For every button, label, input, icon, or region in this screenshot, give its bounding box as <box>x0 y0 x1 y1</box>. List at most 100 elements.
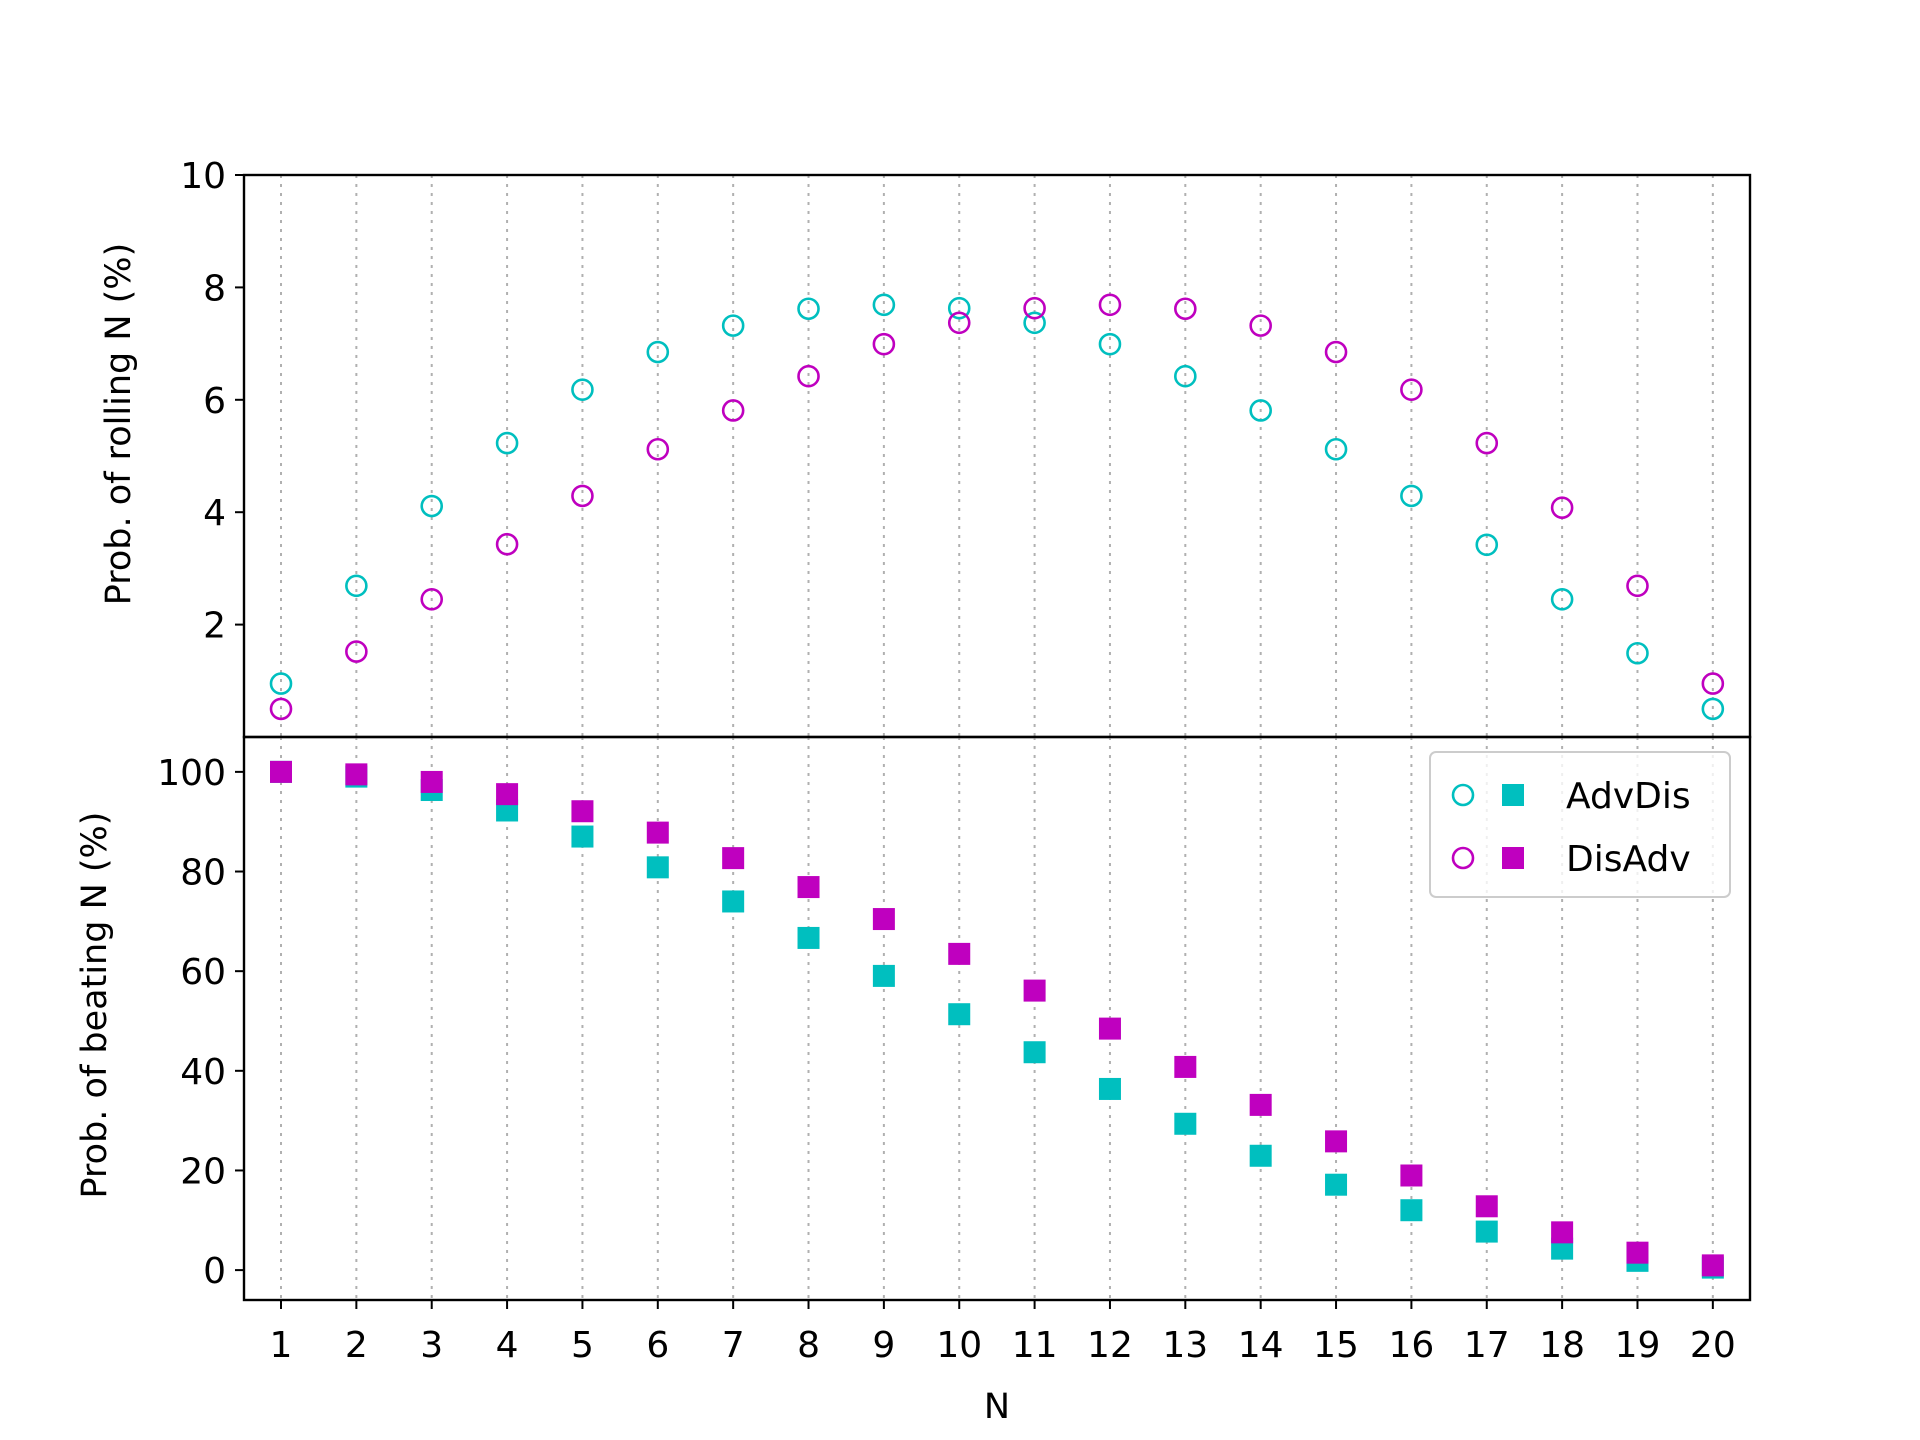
bottom-point-disadv-9 <box>872 908 895 931</box>
bottom-point-advdis-13 <box>1174 1112 1197 1135</box>
bottom-point-disadv-17 <box>1475 1195 1498 1218</box>
top-point-disadv-20 <box>1701 672 1725 695</box>
top-point-disadv-11 <box>1023 296 1046 320</box>
x-tick-label-8: 8 <box>797 1325 820 1366</box>
top-point-disadv-16 <box>1400 378 1423 401</box>
bottom-y-tick-label-20: 20 <box>180 1151 226 1192</box>
top-point-disadv-6 <box>646 437 670 461</box>
x-tick-label-5: 5 <box>571 1325 594 1366</box>
top-point-disadv-18 <box>1550 496 1574 520</box>
top-point-advdis-7 <box>721 314 745 337</box>
top-point-disadv-19 <box>1626 574 1649 598</box>
top-series-disadv <box>269 293 1725 721</box>
top-point-advdis-13 <box>1174 364 1197 388</box>
top-panel-y-axis: 2 4 6 8 10 <box>180 156 244 647</box>
top-point-advdis-17 <box>1475 533 1499 557</box>
x-tick-label-13: 13 <box>1162 1325 1208 1366</box>
bottom-point-disadv-10 <box>948 942 971 965</box>
legend-entry-disadv: DisAdv <box>1451 839 1691 880</box>
bottom-y-tick-label-40: 40 <box>180 1052 226 1093</box>
top-point-advdis-16 <box>1400 484 1423 508</box>
x-tick-label-10: 10 <box>936 1325 982 1366</box>
top-point-advdis-12 <box>1098 332 1122 356</box>
top-y-tick-label-6: 6 <box>203 381 226 422</box>
bottom-point-disadv-11 <box>1023 979 1046 1002</box>
top-point-disadv-10 <box>947 311 971 335</box>
bottom-point-advdis-12 <box>1098 1077 1121 1100</box>
x-axis-label: N <box>984 1387 1010 1427</box>
top-point-disadv-8 <box>797 364 820 388</box>
bottom-y-tick-label-80: 80 <box>180 853 226 894</box>
bottom-point-advdis-17 <box>1475 1220 1498 1243</box>
x-tick-label-15: 15 <box>1313 1325 1359 1366</box>
top-panel-y-axis-label: Prob. of rolling N (%) <box>99 243 139 605</box>
bottom-point-advdis-7 <box>722 890 745 913</box>
legend-advdis-circle-marker <box>1451 783 1475 807</box>
bottom-point-disadv-20 <box>1701 1254 1724 1277</box>
bottom-y-tick-label-100: 100 <box>157 753 226 794</box>
bottom-y-tick-label-0: 0 <box>203 1251 226 1292</box>
top-panel-gridlines <box>280 175 1714 737</box>
top-point-advdis-1 <box>269 672 293 695</box>
top-series-advdis <box>269 293 1725 721</box>
bottom-point-advdis-9 <box>872 964 895 987</box>
bottom-point-advdis-11 <box>1023 1041 1046 1064</box>
top-point-disadv-2 <box>345 640 368 663</box>
top-panel-markers <box>269 293 1725 721</box>
x-tick-label-14: 14 <box>1238 1325 1284 1366</box>
bottom-point-disadv-16 <box>1400 1164 1423 1187</box>
bottom-point-disadv-7 <box>722 847 745 870</box>
x-tick-label-3: 3 <box>420 1325 443 1366</box>
top-point-advdis-9 <box>872 293 896 317</box>
bottom-series-disadv <box>270 760 1724 1277</box>
bottom-point-advdis-10 <box>948 1003 971 1026</box>
top-point-advdis-3 <box>420 494 444 518</box>
top-point-advdis-18 <box>1550 588 1574 611</box>
bottom-point-advdis-16 <box>1400 1199 1423 1222</box>
top-point-disadv-7 <box>721 399 745 422</box>
top-point-advdis-11 <box>1023 311 1046 335</box>
top-point-disadv-12 <box>1098 293 1122 317</box>
bottom-point-disadv-13 <box>1174 1055 1197 1078</box>
top-point-disadv-9 <box>872 332 896 356</box>
bottom-y-tick-label-60: 60 <box>180 952 226 993</box>
bottom-point-disadv-3 <box>420 770 443 793</box>
x-tick-label-1: 1 <box>270 1325 293 1366</box>
x-tick-label-20: 20 <box>1690 1325 1736 1366</box>
x-axis-ticks: 1 2 3 4 5 6 7 8 9 10 11 12 13 14 15 16 17 18 19 20 <box>270 1300 1736 1366</box>
top-point-disadv-5 <box>571 484 594 508</box>
legend-advdis-label: AdvDis <box>1566 776 1691 817</box>
bottom-panel-y-axis-label: Prob. of beating N (%) <box>75 812 115 1199</box>
x-tick-label-6: 6 <box>646 1325 669 1366</box>
top-point-disadv-1 <box>269 697 293 721</box>
bottom-point-disadv-2 <box>345 763 368 786</box>
bottom-panel-y-axis: 0 20 40 60 80 100 <box>157 753 244 1292</box>
bottom-point-disadv-14 <box>1249 1093 1272 1116</box>
x-tick-label-17: 17 <box>1464 1325 1510 1366</box>
legend-disadv-label: DisAdv <box>1566 839 1691 880</box>
top-point-advdis-4 <box>495 431 519 455</box>
bottom-point-disadv-5 <box>571 800 594 823</box>
top-point-disadv-15 <box>1324 340 1348 364</box>
x-tick-label-9: 9 <box>872 1325 895 1366</box>
top-point-advdis-8 <box>797 297 820 321</box>
top-panel-rolling-probability: 2 4 6 8 10 Prob. of rolling N (%) <box>99 156 1752 739</box>
top-point-advdis-6 <box>646 340 670 364</box>
bottom-point-disadv-1 <box>270 760 292 783</box>
x-tick-label-19: 19 <box>1615 1325 1661 1366</box>
top-point-disadv-3 <box>420 588 444 611</box>
bottom-point-disadv-12 <box>1098 1017 1121 1040</box>
top-point-advdis-5 <box>571 378 594 401</box>
top-point-advdis-10 <box>947 296 971 320</box>
bottom-point-advdis-14 <box>1249 1144 1272 1167</box>
top-point-disadv-14 <box>1249 314 1272 337</box>
top-point-disadv-4 <box>495 532 519 556</box>
top-point-advdis-20 <box>1701 697 1725 721</box>
x-tick-label-2: 2 <box>345 1325 368 1366</box>
bottom-point-disadv-6 <box>646 821 669 844</box>
top-point-disadv-17 <box>1475 431 1499 455</box>
top-point-advdis-2 <box>345 574 368 598</box>
x-tick-label-16: 16 <box>1388 1325 1434 1366</box>
bottom-point-advdis-6 <box>646 856 669 879</box>
